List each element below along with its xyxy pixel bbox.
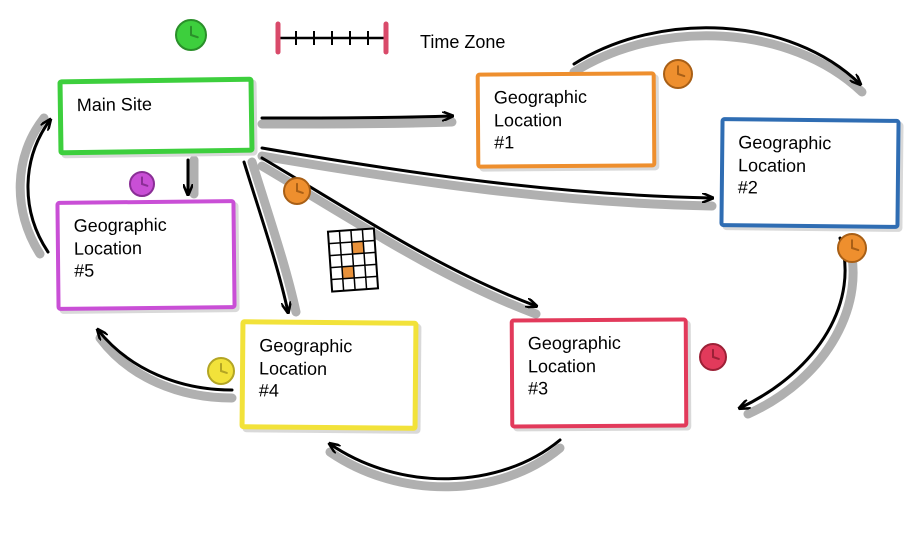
node-location-3: GeographicLocation#3 [510,318,689,429]
node-label: GeographicLocation#3 [528,333,621,398]
timezone-label: Time Zone [420,32,505,53]
node-location-1: GeographicLocation#1 [476,71,657,168]
node-location-2: GeographicLocation#2 [719,117,900,229]
node-label: GeographicLocation#4 [259,335,353,400]
node-label: Main Site [77,94,152,115]
node-label: GeographicLocation#1 [494,87,587,153]
node-label: GeographicLocation#2 [738,132,832,197]
node-location-4: GeographicLocation#4 [240,319,419,431]
node-label: GeographicLocation#5 [74,215,167,281]
node-location-5: GeographicLocation#5 [55,199,236,311]
node-main-site: Main Site [57,77,254,156]
